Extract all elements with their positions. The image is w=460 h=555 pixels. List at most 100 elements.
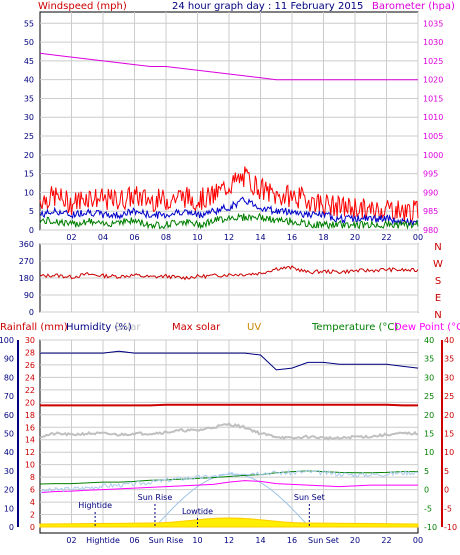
rain-ytick-14: 14 bbox=[25, 436, 35, 445]
legend-temperature: Temperature (°C) bbox=[311, 322, 398, 333]
wind-xtick-12: 12 bbox=[224, 233, 234, 242]
hum-ytick-60: 60 bbox=[4, 411, 14, 420]
series-wind-low bbox=[39, 212, 419, 230]
rain-ytick-20: 20 bbox=[25, 398, 35, 407]
hum-ytick-10: 10 bbox=[4, 504, 14, 513]
dew-ytick-5: 5 bbox=[444, 467, 449, 476]
rain-ytick-22: 22 bbox=[25, 386, 35, 395]
rain-ytick-12: 12 bbox=[25, 448, 35, 457]
rain-ytick-26: 26 bbox=[25, 361, 35, 370]
wind-xtick-18: 18 bbox=[318, 233, 328, 242]
clim-xtick-0: 02 bbox=[66, 536, 76, 545]
dew-ytick-20: 20 bbox=[444, 411, 454, 420]
baro-ytick-1020: 1020 bbox=[423, 76, 443, 85]
clim-xtick-8: Sun Set bbox=[308, 536, 339, 545]
temp-ytick-30: 30 bbox=[424, 373, 434, 382]
wind-ytick-55: 55 bbox=[24, 19, 34, 28]
series-solar bbox=[39, 421, 419, 441]
dew-ytick-30: 30 bbox=[444, 373, 454, 382]
clim-xtick-3: Sun Rise bbox=[149, 536, 184, 545]
clim-xtick-2: 06 bbox=[129, 536, 139, 545]
baro-ytick-990: 990 bbox=[423, 188, 438, 197]
wind-ytick-5: 5 bbox=[29, 207, 34, 216]
clim-xtick-1: Hightide bbox=[86, 536, 120, 545]
rain-ytick-4: 4 bbox=[30, 498, 35, 507]
temp-ytick-40: 40 bbox=[424, 336, 434, 345]
series-feels-like bbox=[39, 469, 419, 494]
wind-xtick-02: 02 bbox=[66, 233, 76, 242]
legend-dewpoint: Dew Point (°C) bbox=[394, 322, 460, 333]
wind-xtick-16: 16 bbox=[287, 233, 297, 242]
dew-ytick--10: -10 bbox=[444, 523, 457, 532]
wind-ytick-35: 35 bbox=[24, 94, 34, 103]
wind-xtick-10: 10 bbox=[192, 233, 202, 242]
baro-ytick-1030: 1030 bbox=[423, 38, 443, 47]
series-wind-direction bbox=[39, 265, 419, 281]
rain-ytick-6: 6 bbox=[30, 486, 35, 495]
wind-xtick-00: 00 bbox=[413, 233, 423, 242]
legend-rainfall: Rainfall (mm) bbox=[0, 322, 68, 333]
dew-ytick-35: 35 bbox=[444, 355, 454, 364]
rain-ytick-18: 18 bbox=[25, 411, 35, 420]
hum-ytick-80: 80 bbox=[4, 373, 14, 382]
annot-label-0: Hightide bbox=[78, 501, 112, 510]
series-wind-gust bbox=[39, 166, 419, 223]
dir-compass-1: W bbox=[433, 259, 443, 270]
dir-compass-2: S bbox=[435, 276, 441, 287]
rain-ytick-2: 2 bbox=[30, 511, 35, 520]
dir-ytick-0: 0 bbox=[29, 308, 34, 317]
wind-ytick-50: 50 bbox=[24, 38, 34, 47]
rain-ytick-10: 10 bbox=[25, 461, 35, 470]
wind-xtick-22: 22 bbox=[381, 233, 391, 242]
ylabel-windspeed: Windspeed (mph) bbox=[38, 1, 127, 12]
dew-ytick-40: 40 bbox=[444, 336, 454, 345]
series-max-solar-arc bbox=[154, 473, 310, 528]
temp-ytick-25: 25 bbox=[424, 392, 434, 401]
baro-ytick-1035: 1035 bbox=[423, 19, 443, 28]
temp-ytick--10: -10 bbox=[424, 523, 437, 532]
wind-ytick-15: 15 bbox=[24, 170, 34, 179]
wind-ytick-45: 45 bbox=[24, 57, 34, 66]
clim-xtick-10: 22 bbox=[381, 536, 391, 545]
axis-layer: 0510152025303540455055980985990995100010… bbox=[0, 19, 457, 545]
dew-ytick-10: 10 bbox=[444, 448, 454, 457]
legend-max-solar: Max solar bbox=[172, 322, 221, 333]
clim-xtick-9: 20 bbox=[350, 536, 360, 545]
hum-ytick-100: 100 bbox=[0, 336, 14, 345]
series-wind-avg bbox=[39, 196, 419, 228]
rain-ytick-30: 30 bbox=[25, 336, 35, 345]
annotation-layer: Hightide Sun Rise Lowtide Sun Set bbox=[78, 493, 325, 527]
wind-ytick-30: 30 bbox=[24, 113, 34, 122]
baro-ytick-1005: 1005 bbox=[423, 132, 443, 141]
series-uv-fill bbox=[39, 517, 419, 528]
baro-ytick-1025: 1025 bbox=[423, 57, 443, 66]
annot-label-3: Sun Set bbox=[294, 493, 325, 502]
hum-ytick-90: 90 bbox=[4, 355, 14, 364]
baro-ytick-995: 995 bbox=[423, 170, 438, 179]
hum-ytick-40: 40 bbox=[4, 448, 14, 457]
baro-ytick-1015: 1015 bbox=[423, 94, 443, 103]
clim-xtick-7: 16 bbox=[287, 536, 297, 545]
clim-xtick-4: 10 bbox=[192, 536, 202, 545]
wind-xtick-08: 08 bbox=[161, 233, 171, 242]
hum-ytick-20: 20 bbox=[4, 486, 14, 495]
dir-compass-0: N bbox=[434, 242, 441, 253]
dir-ytick-360: 360 bbox=[19, 240, 34, 249]
hum-ytick-70: 70 bbox=[4, 392, 14, 401]
temp-ytick-15: 15 bbox=[424, 430, 434, 439]
hum-ytick-50: 50 bbox=[4, 430, 14, 439]
dew-ytick-0: 0 bbox=[444, 486, 449, 495]
legend-solar: Solar bbox=[115, 322, 141, 333]
baro-ytick-1000: 1000 bbox=[423, 151, 443, 160]
rain-ytick-24: 24 bbox=[25, 373, 35, 382]
rain-ytick-16: 16 bbox=[25, 423, 35, 432]
temp-ytick-35: 35 bbox=[424, 355, 434, 364]
wind-xtick-06: 06 bbox=[129, 233, 139, 242]
annot-label-1: Sun Rise bbox=[138, 493, 173, 502]
temp-ytick-5: 5 bbox=[424, 467, 429, 476]
wind-xtick-04: 04 bbox=[98, 233, 108, 242]
series-barometer bbox=[39, 52, 418, 81]
series-dewpoint bbox=[39, 480, 418, 494]
ylabel-barometer: Barometer (hpa) bbox=[372, 1, 455, 12]
wind-ytick-40: 40 bbox=[24, 76, 34, 85]
